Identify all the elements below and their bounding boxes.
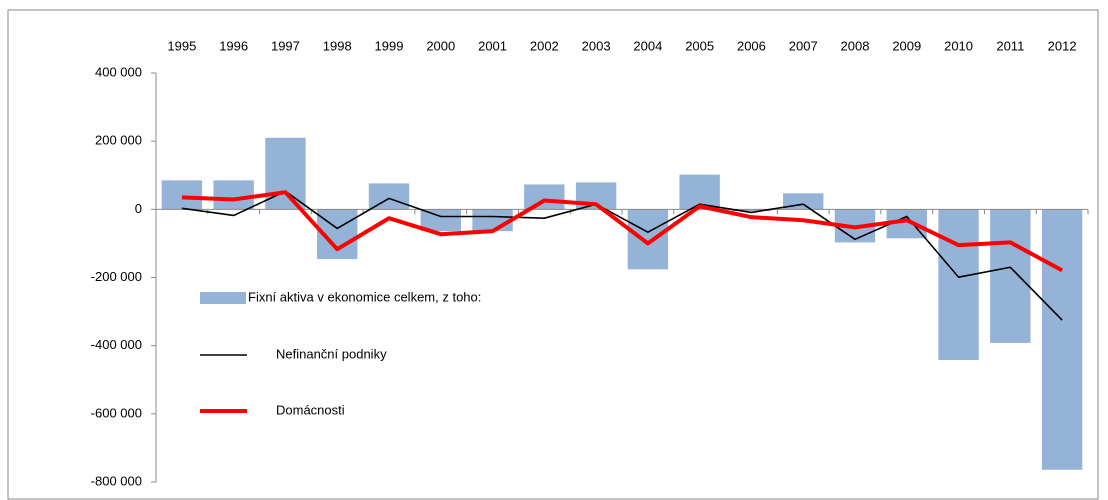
bar [731,209,772,212]
y-tick-label: 0 [135,201,142,216]
x-tick-label: 1997 [271,38,300,53]
x-tick-label: 1999 [375,38,404,53]
legend-label: Domácnosti [276,402,345,417]
bar [213,180,254,210]
bar [938,209,979,360]
legend-swatch [200,292,246,304]
x-tick-label: 2001 [478,38,507,53]
x-tick-label: 1995 [167,38,196,53]
bar [161,180,203,210]
bar [990,209,1031,343]
x-tick-label: 2004 [633,38,662,53]
x-tick-label: 2002 [530,38,559,53]
x-tick-label: 1996 [219,38,248,53]
x-tick-label: 1998 [323,38,352,53]
x-tick-label: 2000 [426,38,455,53]
chart-frame [7,9,1099,500]
x-tick-label: 2003 [582,38,611,53]
y-tick-label: 400 000 [95,64,142,79]
bar [420,209,461,232]
y-tick-label: -800 000 [91,473,142,488]
legend-label: Fixní aktiva v ekonomice celkem, z toho: [248,289,481,304]
x-tick-label: 2011 [996,38,1024,53]
bar [368,183,410,210]
line-series [181,190,1064,273]
y-tick-label: 200 000 [95,133,142,148]
bar [524,184,565,210]
x-tick-label: 2005 [685,38,714,53]
y-tick-label: -200 000 [91,269,142,284]
x-tick-label: 2009 [892,38,921,53]
bar [627,209,669,270]
x-tick-label: 2008 [841,38,870,53]
x-tick-label: 2007 [789,38,818,53]
x-tick-label: 2010 [944,38,973,53]
x-tick-label: 2012 [1048,38,1077,53]
bar [1041,209,1083,470]
legend-label: Nefinanční podniky [276,346,387,361]
bar [472,209,513,232]
x-tick-label: 2006 [737,38,766,53]
y-tick-label: -400 000 [91,337,142,352]
y-tick-label: -600 000 [91,405,142,420]
